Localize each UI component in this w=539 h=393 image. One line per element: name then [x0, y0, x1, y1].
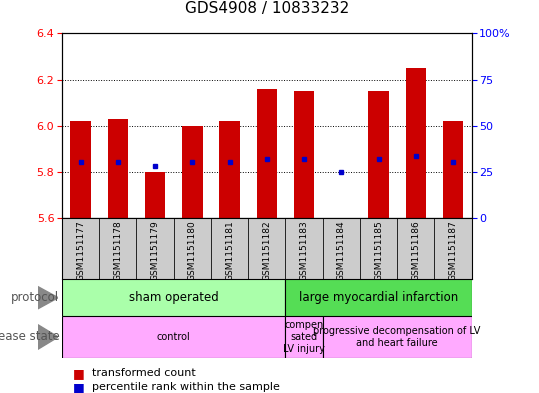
Text: compen
sated
LV injury: compen sated LV injury [283, 320, 325, 354]
Text: GSM1151186: GSM1151186 [411, 220, 420, 281]
Text: GSM1151182: GSM1151182 [262, 220, 271, 281]
Text: GSM1151177: GSM1151177 [76, 220, 85, 281]
Text: transformed count: transformed count [92, 368, 195, 378]
Bar [360, 218, 397, 279]
Text: disease state: disease state [0, 331, 59, 343]
Bar [368, 91, 389, 218]
Bar [145, 172, 165, 218]
Bar [397, 218, 434, 279]
Bar [136, 218, 174, 279]
Bar [286, 279, 472, 316]
Bar [248, 218, 286, 279]
Bar [405, 68, 426, 218]
Bar [182, 126, 203, 218]
Polygon shape [38, 325, 58, 349]
Text: large myocardial infarction: large myocardial infarction [299, 291, 458, 304]
Bar [174, 218, 211, 279]
Text: percentile rank within the sample: percentile rank within the sample [92, 382, 280, 392]
Text: GSM1151180: GSM1151180 [188, 220, 197, 281]
Text: GSM1151183: GSM1151183 [300, 220, 308, 281]
Text: GSM1151187: GSM1151187 [448, 220, 458, 281]
Text: ■: ■ [73, 367, 85, 380]
Bar [286, 218, 323, 279]
Text: GSM1151185: GSM1151185 [374, 220, 383, 281]
Bar [294, 91, 314, 218]
Bar [108, 119, 128, 218]
Bar [62, 279, 286, 316]
Text: progressive decompensation of LV
and heart failure: progressive decompensation of LV and hea… [314, 326, 481, 348]
Text: GSM1151179: GSM1151179 [150, 220, 160, 281]
Bar [219, 121, 240, 218]
Polygon shape [38, 286, 58, 309]
Bar [286, 316, 323, 358]
Bar [211, 218, 248, 279]
Bar [257, 89, 277, 218]
Text: control: control [157, 332, 191, 342]
Bar [323, 316, 472, 358]
Bar [443, 121, 463, 218]
Bar [434, 218, 472, 279]
Bar [71, 121, 91, 218]
Text: protocol: protocol [11, 291, 59, 304]
Text: sham operated: sham operated [129, 291, 219, 304]
Text: GSM1151178: GSM1151178 [113, 220, 122, 281]
Text: GSM1151181: GSM1151181 [225, 220, 234, 281]
Text: ■: ■ [73, 380, 85, 393]
Text: GDS4908 / 10833232: GDS4908 / 10833232 [185, 1, 349, 16]
Bar [323, 218, 360, 279]
Bar [62, 316, 286, 358]
Text: GSM1151184: GSM1151184 [337, 220, 346, 281]
Bar [62, 218, 99, 279]
Bar [99, 218, 136, 279]
